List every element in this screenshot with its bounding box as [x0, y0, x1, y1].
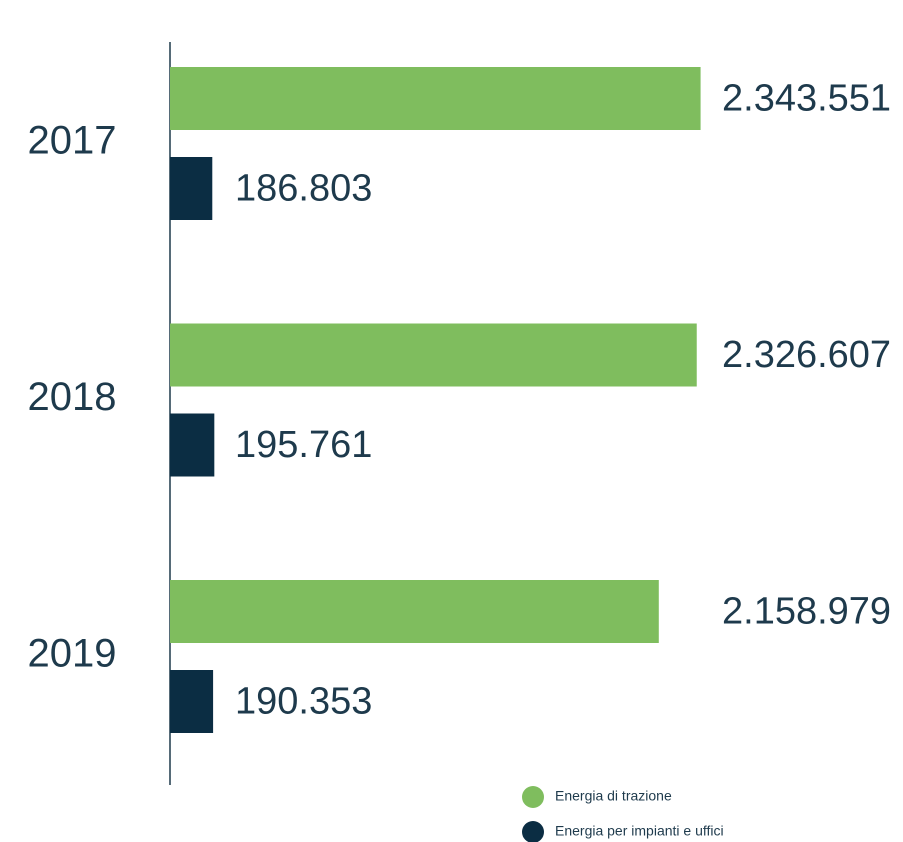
data-label: 2.158.979: [722, 591, 891, 633]
y-tick-label: 2019: [28, 632, 117, 676]
legend-swatch: [522, 821, 544, 842]
y-tick-label: 2017: [28, 119, 117, 163]
data-label: 195.761: [235, 424, 372, 466]
bar: [170, 323, 697, 387]
legend-label: Energia di trazione: [555, 788, 672, 804]
legend-swatch: [522, 786, 544, 808]
data-label: 2.343.551: [722, 78, 891, 120]
bar: [170, 580, 659, 643]
y-tick-label: 2018: [28, 375, 117, 419]
data-label: 2.326.607: [722, 334, 891, 376]
bar: [170, 67, 701, 130]
data-label: 186.803: [235, 168, 372, 210]
data-label: 190.353: [235, 681, 372, 723]
bar: [170, 413, 215, 477]
legend-label: Energia per impianti e uffici: [555, 823, 724, 839]
bar: [170, 157, 213, 220]
bar: [170, 670, 214, 733]
